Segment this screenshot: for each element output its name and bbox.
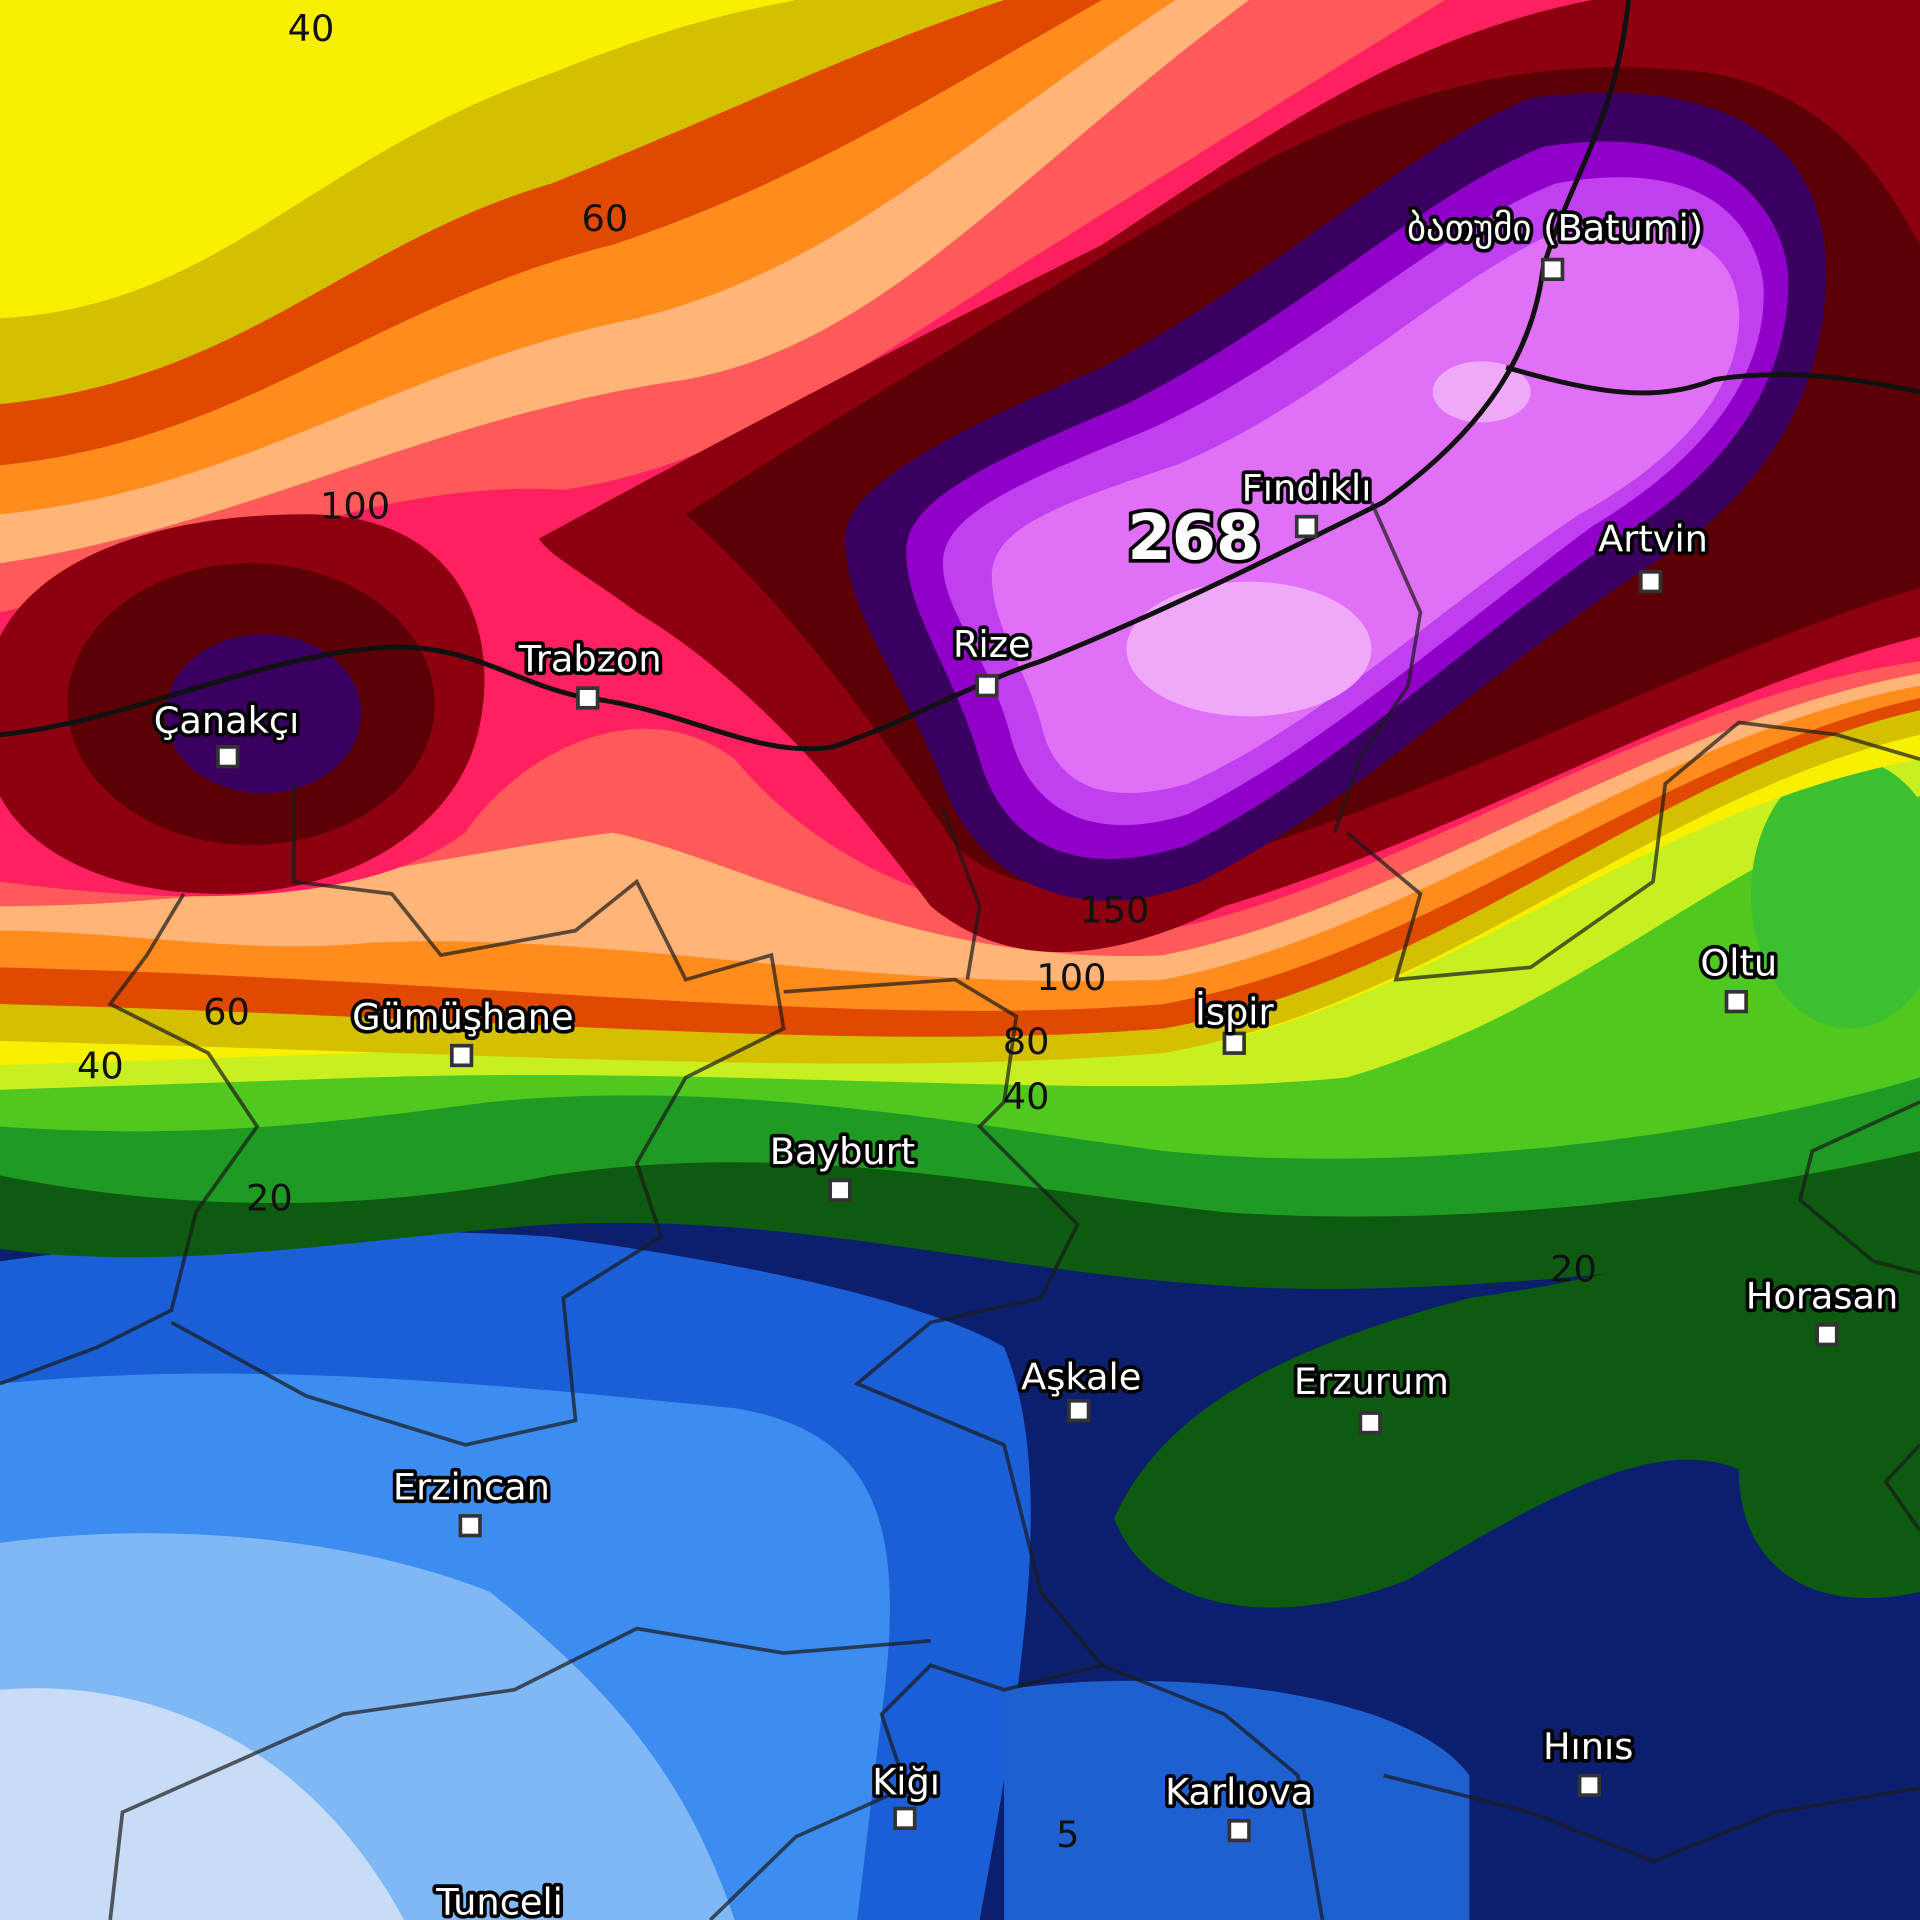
contour-label: 60 [203,990,250,1033]
contour-label: 40 [288,7,335,50]
city-label: İspir [1195,990,1274,1033]
city-label: Erzurum [1294,1360,1449,1403]
city-marker [450,1043,474,1068]
labels: 268 ბათუმი (Batumi) Fındıklı Artvin Rize Tra… [77,7,1902,1920]
city-marker [1222,1031,1246,1055]
city-label: Erzincan [393,1465,550,1508]
contour-label: 100 [320,485,390,528]
field-green-dark-east [1114,1200,1920,1608]
city-label: Tunceli [435,1881,563,1920]
city-marker [1067,1398,1091,1423]
city-label: Oltu [1700,941,1777,984]
city-marker [1541,257,1565,282]
city-marker [1724,990,1748,1014]
contour-label: 40 [77,1044,124,1087]
city-label: Kiğı [872,1761,940,1804]
province-border [170,783,786,1447]
city-label: Aşkale [1021,1355,1141,1398]
city-marker [1638,570,1663,594]
city-label: Karlıova [1165,1770,1313,1813]
province-border [708,977,1106,1920]
city-marker [216,745,240,769]
city-marker [1577,1773,1602,1797]
province-border [1797,1100,1920,1532]
city-marker [458,1514,482,1538]
field-green-blob [1751,759,1920,1029]
contour-label: 60 [582,197,629,240]
city-label: Fındıklı [1242,466,1372,509]
city-marker [576,686,600,710]
city-label: Artvin [1598,518,1708,561]
city-label: ბათუმი (Batumi) [1407,207,1703,250]
contour-label: 100 [1036,956,1106,999]
city-label: Çanakçı [154,699,300,742]
city-marker [893,1806,917,1831]
coastline [0,0,1632,752]
contour-label: 20 [246,1177,293,1220]
province-border [1332,501,1423,834]
field-blue-south [1004,1680,1470,1920]
city-marker [1358,1411,1382,1435]
contour-label: 150 [1079,889,1149,932]
city-label: Hınıs [1543,1725,1633,1768]
city-marker [1227,1818,1251,1843]
city-marker [1294,514,1319,539]
city-marker [1815,1323,1839,1347]
city-label: Gümüşhane [352,995,574,1038]
city-label: Rize [953,623,1031,666]
province-border [941,720,1920,982]
city-marker [975,674,999,698]
city-label: Horasan [1746,1274,1899,1317]
contour-label: 5 [1056,1813,1079,1856]
contour-label: 80 [1003,1020,1050,1063]
field-dark-purple-west [165,634,362,794]
city-label: Bayburt [770,1130,916,1173]
province-border [108,1626,1920,1920]
contour-label: 20 [1550,1248,1597,1291]
national-border [1505,364,1920,396]
province-border [0,892,260,1386]
contour-label: 40 [1003,1075,1050,1118]
city-label: Trabzon [518,638,662,681]
field-blue-palest [0,1688,405,1920]
field-lilac [1126,581,1372,717]
city-marker [828,1178,852,1202]
max-value-label: 268 [1127,501,1260,575]
